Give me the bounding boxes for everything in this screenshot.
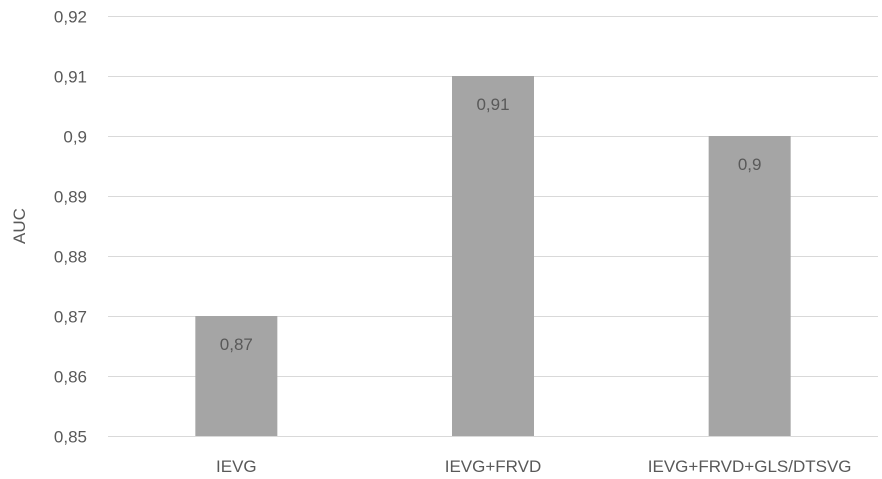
y-tick-label: 0,86 [54, 368, 87, 387]
y-axis-ticks: 0,85 0,86 0,87 0,88 0,89 0,9 0,91 0,92 [54, 8, 87, 447]
bar-data-label: 0,87 [220, 335, 253, 354]
bar-data-label: 0,9 [738, 155, 762, 174]
x-category-label: IEVG+FRVD [445, 457, 542, 476]
x-axis-categories: IEVG IEVG+FRVD IEVG+FRVD+GLS/DTSVG [216, 457, 852, 476]
y-tick-label: 0,91 [54, 68, 87, 87]
y-axis-title: AUC [10, 208, 29, 244]
y-tick-label: 0,88 [54, 248, 87, 267]
y-tick-label: 0,92 [54, 8, 87, 27]
y-tick-label: 0,87 [54, 308, 87, 327]
y-tick-label: 0,9 [63, 128, 87, 147]
x-category-label: IEVG+FRVD+GLS/DTSVG [648, 457, 852, 476]
bar-data-label: 0,91 [476, 95, 509, 114]
bars [195, 76, 791, 436]
y-tick-label: 0,85 [54, 428, 87, 447]
bar [452, 76, 534, 436]
x-category-label: IEVG [216, 457, 257, 476]
bar [195, 316, 278, 436]
bar [708, 136, 791, 436]
data-labels: 0,87 0,91 0,9 [220, 95, 762, 354]
y-tick-label: 0,89 [54, 188, 87, 207]
